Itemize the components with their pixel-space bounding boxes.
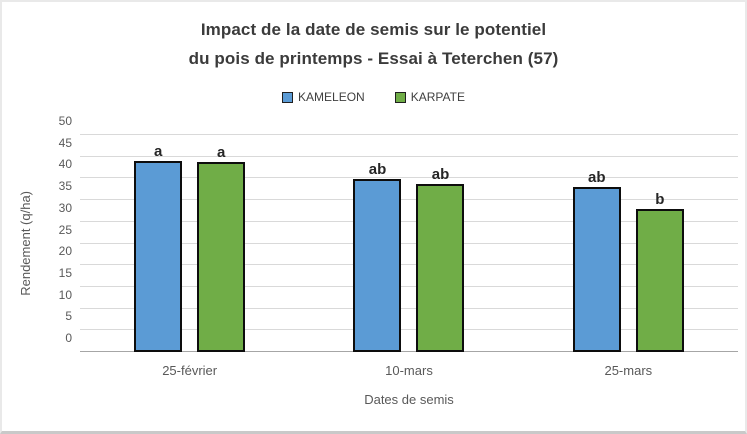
y-axis-title-wrap: Rendement (q/ha) — [16, 135, 34, 352]
gridline — [80, 177, 738, 179]
legend-item-kameleon: KAMELEON — [282, 90, 365, 104]
y-tick-label: 15 — [58, 265, 72, 280]
gridline — [80, 199, 738, 201]
bar-group-2: ab ab — [299, 135, 518, 352]
legend-item-karpate: KARPATE — [394, 90, 465, 104]
gridline — [80, 242, 738, 244]
plot-area: a a ab ab ab b — [80, 134, 738, 352]
legend-swatch-karpate — [394, 91, 406, 103]
significance-letter: ab — [368, 161, 387, 179]
x-axis-categories: 25-février 10-mars 25-mars — [80, 363, 738, 378]
significance-letter: ab — [431, 166, 450, 184]
y-axis-title: Rendement (q/ha) — [17, 191, 33, 296]
gridline — [80, 155, 738, 157]
legend: KAMELEON KARPATE — [2, 90, 745, 104]
gridline — [80, 285, 738, 287]
legend-label-kameleon: KAMELEON — [298, 90, 365, 104]
gridline — [80, 220, 738, 222]
y-tick-label: 45 — [58, 135, 72, 150]
y-tick-label: 20 — [58, 244, 72, 259]
bar-karpate-2: ab — [416, 166, 465, 352]
y-axis-ticks: 0 5 10 15 20 25 30 35 40 45 50 — [42, 114, 72, 352]
significance-letter: a — [216, 144, 226, 162]
x-category-label: 25-février — [162, 363, 218, 378]
y-tick-label: 30 — [58, 200, 72, 215]
legend-swatch-kameleon — [282, 91, 294, 103]
y-tick-label: 35 — [58, 179, 72, 194]
y-tick-label: 40 — [58, 157, 72, 172]
gridline — [80, 329, 738, 331]
x-category-label: 10-mars — [385, 363, 433, 378]
significance-letter: b — [655, 190, 665, 208]
significance-letter: ab — [588, 168, 606, 186]
y-tick-label: 10 — [58, 287, 72, 302]
y-tick-label: 25 — [58, 222, 72, 237]
gridline — [80, 264, 738, 266]
x-category-label: 25-mars — [604, 363, 653, 378]
chart-title: Impact de la date de semis sur le potent… — [2, 15, 745, 73]
x-axis-title: Dates de semis — [364, 392, 454, 407]
x-axis-baseline — [80, 351, 738, 352]
bar-group-3: ab b — [519, 135, 738, 352]
bar-kameleon-2: ab — [353, 161, 402, 352]
chart-title-line-2: du pois de printemps - Essai à Teterchen… — [188, 49, 559, 68]
y-tick-label: 5 — [65, 309, 72, 324]
bar-karpate-1: a — [197, 144, 246, 352]
gridline — [80, 134, 738, 135]
bar-kameleon-1: a — [134, 143, 183, 352]
y-tick-label: 0 — [65, 331, 72, 345]
significance-letter: a — [153, 142, 163, 160]
gridline — [80, 307, 738, 309]
chart-title-line-1: Impact de la date de semis sur le potent… — [200, 20, 547, 39]
bar-karpate-3: b — [635, 191, 684, 352]
legend-label-karpate: KARPATE — [410, 90, 465, 104]
bar-kameleon-3: ab — [572, 169, 621, 352]
y-tick-label: 50 — [58, 114, 72, 128]
